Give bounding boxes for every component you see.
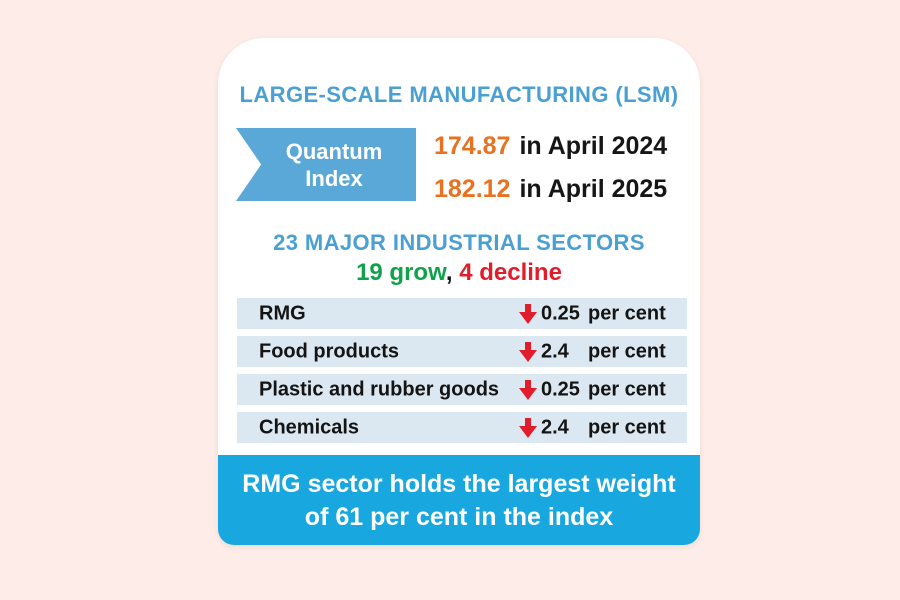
- footer-banner: RMG sector holds the largest weight of 6…: [218, 455, 700, 545]
- decline-arrow-icon: [519, 380, 537, 400]
- footer-line1: RMG sector holds the largest weight: [242, 470, 676, 498]
- quantum-value-2025: 182.12 in April 2025: [434, 171, 667, 208]
- index-value-2024: 174.87: [434, 132, 511, 160]
- decline-value-cell: 2.4 per cent: [541, 340, 666, 363]
- sector-name: Plastic and rubber goods: [259, 378, 500, 400]
- footer-line2: of 61 per cent in the index: [304, 503, 614, 531]
- grow-count: 19 grow: [356, 259, 446, 286]
- decline-value-cell: 2.4 per cent: [541, 416, 666, 439]
- decline-count: 4 decline: [459, 259, 562, 286]
- sector-name: Food products: [259, 340, 399, 362]
- page-title: LARGE-SCALE MANUFACTURING (LSM): [239, 82, 679, 107]
- sector-name: Chemicals: [259, 416, 360, 438]
- quantum-index-values: 174.87 in April 2024 182.12 in April 2025: [434, 128, 667, 208]
- decline-value: 2.4: [541, 416, 569, 438]
- decline-value-cell: 0.25 per cent: [541, 302, 666, 325]
- sector-decline-table: RMG 0.25 per cent Food products 2.4 per ce…: [237, 298, 687, 450]
- sector-name: RMG: [259, 302, 306, 324]
- decline-value: 0.25: [541, 378, 580, 400]
- decline-value: 0.25: [541, 302, 580, 324]
- quantum-label-line2: Index: [305, 165, 363, 191]
- decline-value-cell: 0.25 per cent: [541, 378, 666, 401]
- index-period-2025: in April 2025: [519, 175, 668, 203]
- growth-separator: ,: [445, 259, 460, 286]
- table-row: Chemicals 2.4 per cent: [237, 412, 687, 443]
- decline-arrow-icon: [519, 304, 537, 324]
- lsm-infographic-card: LARGE-SCALE MANUFACTURING (LSM) Quantum …: [218, 38, 700, 545]
- decline-unit: per cent: [588, 416, 666, 438]
- decline-arrow-icon: [519, 342, 537, 362]
- decline-unit: per cent: [588, 302, 666, 324]
- table-row: Plastic and rubber goods 0.25 per cent: [237, 374, 687, 405]
- sectors-heading: 23 MAJOR INDUSTRIAL SECTORS: [273, 230, 645, 255]
- decline-value: 2.4: [541, 340, 569, 362]
- quantum-index-banner: Quantum Index: [236, 128, 416, 201]
- table-row: RMG 0.25 per cent: [237, 298, 687, 329]
- index-period-2024: in April 2024: [519, 132, 668, 160]
- decline-unit: per cent: [588, 340, 666, 362]
- quantum-label-line1: Quantum: [285, 138, 383, 164]
- decline-arrow-icon: [519, 418, 537, 438]
- table-row: Food products 2.4 per cent: [237, 336, 687, 367]
- decline-unit: per cent: [588, 378, 666, 400]
- growth-summary: 19 grow, 4 decline: [218, 259, 700, 287]
- quantum-value-2024: 174.87 in April 2024: [434, 128, 667, 165]
- index-value-2025: 182.12: [434, 175, 511, 203]
